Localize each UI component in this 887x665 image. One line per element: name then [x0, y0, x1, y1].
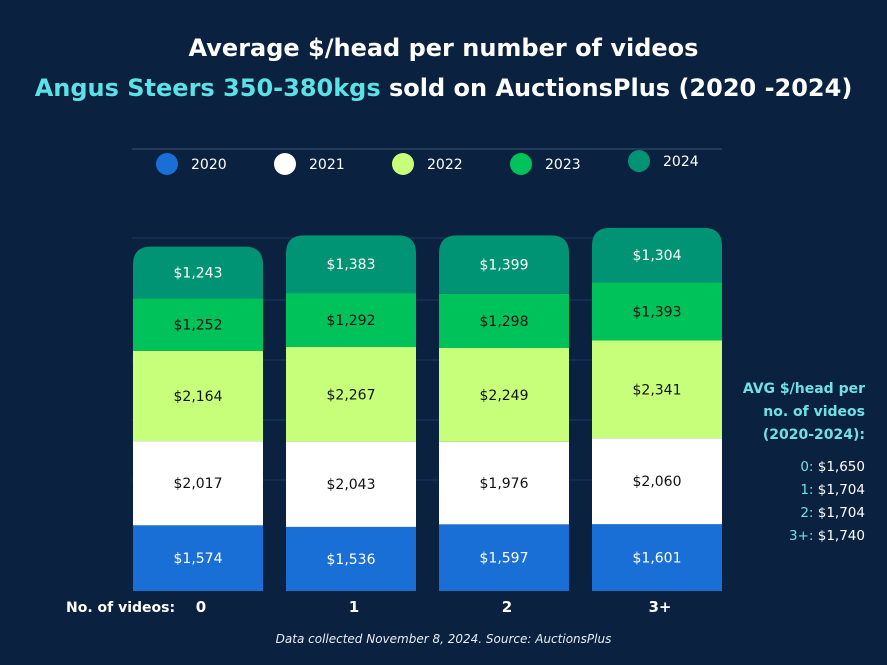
bar-segment-2020-3+	[592, 524, 722, 591]
x-tick-label-2: 2	[502, 598, 512, 616]
x-tick-label-1: 1	[349, 598, 359, 616]
bar-segment-2020-1	[286, 526, 416, 591]
data-label-2022-0: $2,164	[174, 389, 223, 405]
data-label-2024-0: $1,243	[174, 266, 223, 282]
data-label-2024-2: $1,399	[480, 258, 529, 274]
bar-segment-2021-2	[439, 441, 569, 525]
avg-item-value: $1,740	[817, 528, 865, 544]
bar-segment-2021-3+	[592, 438, 722, 525]
avg-item: 0: $1,650	[789, 456, 865, 479]
bar-segment-2024-3+	[592, 227, 722, 283]
x-tick-label-3+: 3+	[648, 598, 671, 616]
bar-segment-2023-0	[133, 298, 263, 351]
legend-swatch-2023	[510, 153, 532, 175]
data-label-2023-3+: $1,393	[633, 304, 682, 320]
avg-item-key: 2:	[800, 505, 814, 521]
avg-item-value: $1,650	[817, 459, 865, 475]
legend-swatch-2021	[274, 153, 296, 175]
source-note: Data collected November 8, 2024. Source:…	[275, 632, 612, 646]
data-label-2020-3+: $1,601	[633, 551, 682, 567]
data-label-2022-3+: $2,341	[633, 382, 682, 398]
subtitle-rest: sold on AuctionsPlus (2020 -2024)	[380, 74, 853, 102]
legend-label-2021: 2021	[309, 157, 345, 173]
data-label-2022-1: $2,267	[327, 387, 376, 403]
legend-swatch-2022	[392, 153, 414, 175]
x-tick-label-0: 0	[196, 598, 206, 616]
legend-label-2022: 2022	[427, 157, 463, 173]
avg-item-key: 1:	[800, 482, 814, 498]
data-label-2024-1: $1,383	[327, 257, 376, 273]
bar-segment-2023-3+	[592, 282, 722, 341]
avg-item-key: 3+:	[789, 528, 814, 544]
avg-item: 2: $1,704	[789, 502, 865, 525]
avg-item: 3+: $1,740	[789, 525, 865, 548]
bar-segment-2023-1	[286, 293, 416, 347]
bar-segment-2022-2	[439, 347, 569, 442]
legend-swatch-2024	[628, 150, 650, 172]
avg-heading-line: (2020-2024):	[762, 427, 865, 443]
avg-item: 1: $1,704	[789, 479, 865, 502]
data-label-2023-2: $1,298	[480, 314, 529, 330]
avg-item-value: $1,704	[817, 505, 865, 521]
bar-segment-2024-2	[439, 235, 569, 294]
data-label-2021-3+: $2,060	[633, 474, 682, 490]
bar-segment-2021-0	[133, 441, 263, 526]
legend-swatch-2020	[156, 153, 178, 175]
bar-segment-2023-2	[439, 293, 569, 348]
chart-title: Average $/head per number of videos	[188, 34, 699, 62]
data-label-2021-2: $1,976	[480, 476, 529, 492]
bar-segment-2022-1	[286, 346, 416, 442]
data-label-2023-0: $1,252	[174, 318, 223, 334]
bar-segment-2024-1	[286, 235, 416, 294]
data-label-2020-2: $1,597	[480, 551, 529, 567]
bar-segment-2022-3+	[592, 340, 722, 439]
data-label-2022-2: $2,249	[480, 388, 529, 404]
avg-list: 0: $1,650 1: $1,704 2: $1,704 3+: $1,740	[789, 456, 865, 548]
chart-subtitle: Angus Steers 350-380kgs sold on Auctions…	[0, 74, 887, 102]
legend-label-2024: 2024	[663, 154, 699, 170]
legend-label-2020: 2020	[191, 157, 227, 173]
bar-segment-2022-0	[133, 350, 263, 442]
data-label-2021-1: $2,043	[327, 477, 376, 493]
avg-heading-line: AVG $/head per	[742, 381, 865, 397]
data-label-2024-3+: $1,304	[633, 248, 682, 264]
bar-segment-2020-0	[133, 525, 263, 591]
avg-heading-line: no. of videos	[763, 404, 865, 420]
avg-panel-heading: AVG $/head per no. of videos (2020-2024)…	[743, 378, 865, 447]
x-axis-title: No. of videos:	[66, 600, 175, 616]
bar-segment-2024-0	[133, 246, 263, 299]
avg-item-value: $1,704	[817, 482, 865, 498]
bar-segment-2020-2	[439, 524, 569, 591]
bar-segment-2021-1	[286, 441, 416, 527]
data-label-2020-0: $1,574	[174, 551, 223, 567]
data-label-2023-1: $1,292	[327, 313, 376, 329]
data-label-2021-0: $2,017	[174, 476, 223, 492]
avg-item-key: 0:	[800, 459, 814, 475]
data-label-2020-1: $1,536	[327, 552, 376, 568]
subtitle-highlight: Angus Steers 350-380kgs	[34, 74, 381, 102]
legend-label-2023: 2023	[545, 157, 581, 173]
